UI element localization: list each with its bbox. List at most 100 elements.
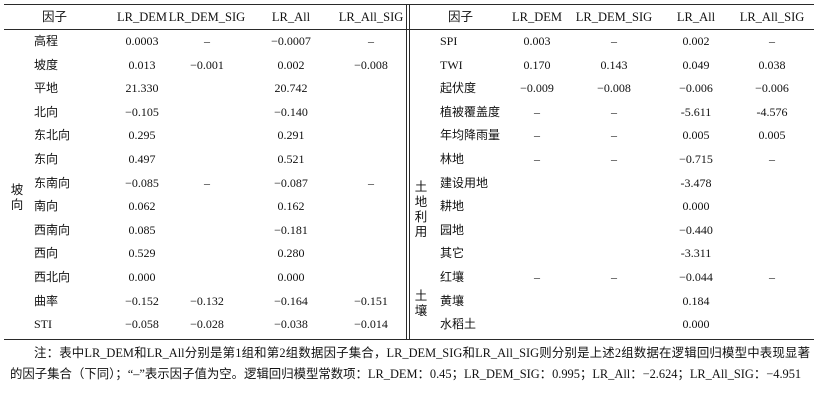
right-row-5-col-1: – [534, 152, 540, 166]
right-row-3-col-2: – [611, 104, 617, 119]
left-row-8-col-3: −0.181 [274, 222, 308, 237]
factor-table: 因子 LR_DEM LR_DEM_SIG LR_All LR_All_SIG 高程 0.00… [4, 4, 814, 340]
right-group-label-0: 土地利用 [414, 180, 428, 239]
right-row-3-col-3: -5.611 [680, 104, 712, 119]
right-row-4-col-3: 0.005 [682, 128, 710, 143]
right-row-1-col-3: 0.049 [682, 57, 710, 72]
right-row-7-col-3: 0.000 [682, 199, 710, 214]
left-row-7-col-3: 0.162 [277, 199, 305, 214]
left-row-0-col-4: – [368, 34, 374, 48]
left-row-6-col-2: – [204, 175, 210, 190]
right-row-5-col-2: – [611, 152, 617, 166]
left-row-6-col-3: −0.087 [274, 175, 308, 190]
right-row-4-col-2: – [611, 128, 617, 143]
right-row-2-col-1: −0.009 [520, 81, 554, 96]
left-row-11-factor: 曲率 [34, 293, 59, 308]
left-row-6-col-4: – [368, 175, 374, 190]
left-row-3-col-3: −0.140 [274, 104, 308, 119]
right-group-label-1: 土壤 [414, 289, 428, 319]
right-header-col-2: LR_DEM_SIG [575, 10, 653, 24]
left-row-4-factor: 东北向 [34, 128, 71, 143]
left-row-12-col-1: −0.058 [125, 317, 159, 332]
right-row-0-col-3: 0.002 [682, 34, 710, 48]
left-header-col-2: LR_DEM_SIG [168, 10, 246, 24]
left-row-12-col-2: −0.028 [190, 317, 224, 332]
right-row-2-col-4: −0.006 [755, 81, 789, 96]
left-row-9-col-3: 0.280 [277, 246, 305, 261]
right-row-7-factor: 耕地 [440, 199, 465, 214]
right-row-9-col-3: -3.311 [680, 246, 712, 261]
left-row-11-col-3: −0.164 [274, 293, 308, 308]
right-row-10-col-2: – [611, 270, 617, 284]
left-header-col-3: LR_All [271, 10, 311, 24]
left-row-5-col-1: 0.497 [128, 152, 156, 166]
left-row-9-col-1: 0.529 [128, 246, 156, 261]
left-row-5-col-3: 0.521 [277, 152, 305, 166]
left-row-8-col-1: 0.085 [128, 222, 156, 237]
right-row-3-factor: 植被覆盖度 [440, 104, 501, 119]
right-row-11-col-3: 0.184 [682, 293, 710, 308]
left-group-label-0: 坡向 [10, 183, 24, 213]
right-row-10-col-3: −0.044 [679, 270, 713, 284]
right-row-10-col-1: – [534, 270, 540, 284]
right-row-10-factor: 红壤 [440, 270, 465, 284]
right-row-1-col-4: 0.038 [758, 57, 786, 72]
right-row-1-factor: TWI [440, 57, 463, 72]
right-row-3-col-4: -4.576 [756, 104, 788, 119]
left-row-1-col-1: 0.013 [128, 57, 156, 72]
right-row-6-factor: 建设用地 [440, 175, 489, 190]
right-row-0-factor: SPI [440, 34, 458, 48]
left-row-2-factor: 平地 [34, 81, 59, 96]
left-row-4-col-3: 0.291 [277, 128, 305, 143]
left-row-9-factor: 西向 [34, 246, 59, 261]
right-row-8-factor: 园地 [440, 222, 465, 237]
right-row-4-factor: 年均降雨量 [440, 128, 501, 143]
left-row-3-col-1: −0.105 [125, 104, 159, 119]
right-row-0-col-2: – [611, 34, 617, 48]
right-row-2-col-3: −0.006 [679, 81, 713, 96]
left-row-11-col-1: −0.152 [125, 293, 159, 308]
left-row-12-col-4: −0.014 [354, 317, 388, 332]
left-row-1-col-3: 0.002 [277, 57, 305, 72]
left-row-4-col-1: 0.295 [128, 128, 156, 143]
left-row-1-factor: 坡度 [34, 57, 59, 72]
right-row-2-factor: 起伏度 [440, 81, 477, 96]
left-row-12-col-3: −0.038 [274, 317, 308, 332]
right-row-10-col-4: – [769, 270, 775, 284]
left-row-11-col-4: −0.151 [354, 293, 388, 308]
left-row-0-col-3: −0.0007 [271, 34, 311, 48]
right-row-5-col-3: −0.715 [679, 152, 713, 166]
right-header-col-1: LR_DEM [512, 10, 562, 24]
right-row-11-factor: 黄壤 [440, 293, 465, 308]
right-header-col-4: LR_All_SIG [739, 10, 805, 24]
left-row-10-col-3: 0.000 [277, 270, 305, 284]
right-row-9-factor: 其它 [440, 246, 465, 261]
right-row-1-col-1: 0.170 [523, 57, 551, 72]
right-row-12-factor: 水稻土 [440, 317, 477, 332]
left-row-2-col-3: 20.742 [274, 81, 308, 96]
right-row-12-col-3: 0.000 [682, 317, 710, 332]
left-row-7-col-1: 0.062 [128, 199, 156, 214]
left-row-8-factor: 西南向 [34, 222, 71, 237]
right-header-factor: 因子 [448, 10, 474, 24]
right-row-2-col-2: −0.008 [597, 81, 631, 96]
right-row-0-col-1: 0.003 [523, 34, 551, 48]
left-row-10-factor: 西北向 [34, 270, 71, 284]
left-header-factor: 因子 [42, 10, 68, 24]
left-header-col-1: LR_DEM [117, 10, 167, 24]
center-divider-2 [409, 5, 410, 339]
left-row-7-factor: 南向 [34, 199, 59, 214]
left-row-10-col-1: 0.000 [128, 270, 156, 284]
right-header-col-3: LR_All [676, 10, 716, 24]
left-row-0-factor: 高程 [34, 34, 59, 48]
right-row-3-col-1: – [534, 104, 540, 119]
left-row-12-factor: STI [34, 317, 52, 332]
right-row-4-col-4: 0.005 [758, 128, 786, 143]
left-row-6-col-1: −0.085 [125, 175, 159, 190]
table-note: 注：表中LR_DEM和LR_All分别是第1组和第2组数据因子集合，LR_DEM… [10, 346, 810, 381]
right-row-5-factor: 林地 [440, 152, 465, 166]
left-header-col-4: LR_All_SIG [338, 10, 404, 24]
right-row-0-col-4: – [769, 34, 775, 48]
left-row-1-col-2: −0.001 [190, 57, 224, 72]
right-row-1-col-2: 0.143 [600, 57, 628, 72]
